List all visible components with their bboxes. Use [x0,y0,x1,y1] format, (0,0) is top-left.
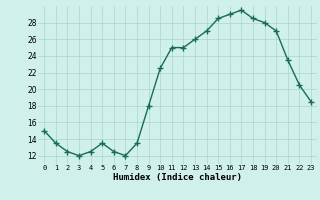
X-axis label: Humidex (Indice chaleur): Humidex (Indice chaleur) [113,173,242,182]
